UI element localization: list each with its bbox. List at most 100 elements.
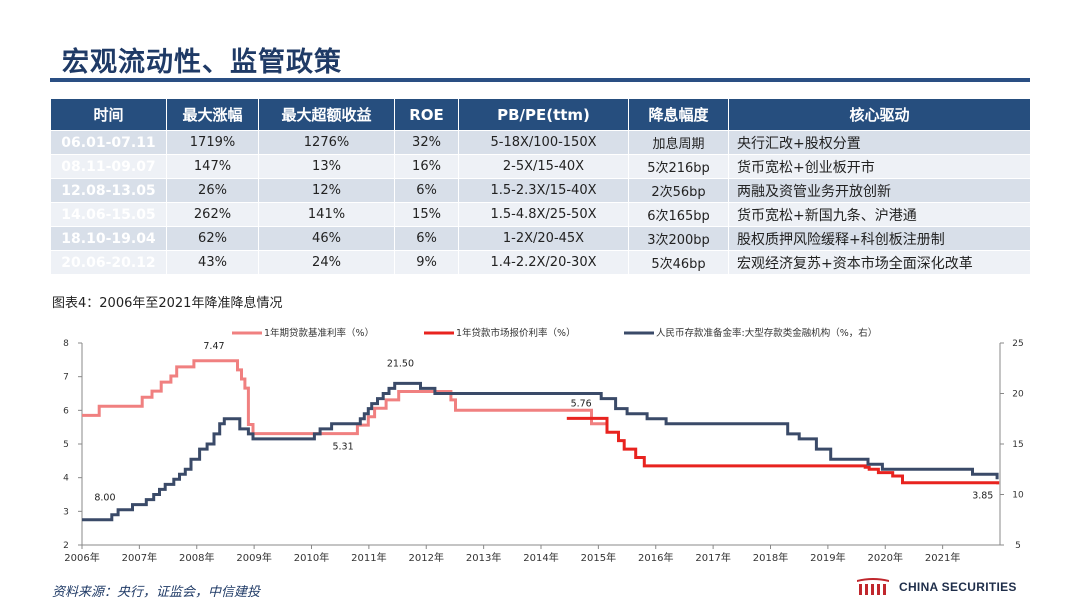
table-header-cell: 降息幅度	[628, 98, 729, 131]
table-cell: 1719%	[166, 130, 259, 155]
table-cell: 1.5-4.8X/25-50X	[458, 202, 629, 227]
market-cycle-table: 时间 最大涨幅 最大超额收益 ROE PB/PE(ttm) 降息幅度 核心驱动 06.01-…	[50, 98, 1031, 275]
table-header-cell: 最大超额收益	[258, 98, 395, 131]
table-cell: 货币宽松+新国九条、沪港通	[728, 202, 1031, 227]
legend-label: 1年期贷款基准利率（%）	[264, 327, 374, 339]
period-cell: 20.06-20.12	[50, 250, 167, 275]
table-body: 06.01-07.11 1719% 1276% 32% 5-18X/100-150X 加息…	[50, 130, 1031, 275]
title-divider	[50, 78, 1030, 82]
table-header-cell: PB/PE(ttm)	[458, 98, 629, 131]
left-tick-label: 6	[63, 406, 69, 416]
right-tick-label: 5	[1015, 541, 1021, 551]
series-line-2	[82, 381, 999, 522]
table-cell: 26%	[166, 178, 259, 203]
table-cell: 货币宽松+创业板开市	[728, 154, 1031, 179]
table-cell: 46%	[258, 226, 395, 251]
left-tick-label: 3	[63, 507, 69, 517]
table-cell: 5次216bp	[628, 154, 729, 179]
x-tick-label: 2006年	[64, 551, 99, 564]
table-cell: 股权质押风险缓释+科创板注册制	[728, 226, 1031, 251]
table-cell: 6%	[394, 226, 459, 251]
table-cell: 2次56bp	[628, 178, 729, 203]
right-tick-label: 10	[1012, 491, 1024, 501]
table-row: 18.10-19.04 62% 46% 6% 1-2X/20-45X 3次200bp 股权质…	[50, 226, 1031, 251]
china-securities-logo-icon	[857, 578, 889, 595]
x-tick-label: 2011年	[351, 551, 386, 564]
series-line-0	[82, 359, 607, 436]
right-tick-label: 20	[1012, 390, 1024, 400]
legend-label: 1年贷款市场报价利率（%）	[456, 327, 576, 339]
page-title: 宏观流动性、监管政策	[62, 47, 342, 78]
table-cell: 两融及资管业务开放创新	[728, 178, 1031, 203]
x-tick-label: 2018年	[753, 551, 788, 564]
table-cell: 3次200bp	[628, 226, 729, 251]
x-tick-label: 2014年	[523, 551, 558, 564]
table-cell: 5次46bp	[628, 250, 729, 275]
table-cell: 262%	[166, 202, 259, 227]
period-cell: 12.08-13.05	[50, 178, 167, 203]
x-tick-label: 2020年	[868, 551, 903, 564]
x-tick-label: 2012年	[409, 551, 444, 564]
table-cell: 央行汇改+股权分置	[728, 130, 1031, 155]
table-cell: 6次165bp	[628, 202, 729, 227]
table-header-cell: 时间	[50, 98, 167, 131]
table-cell: 62%	[166, 226, 259, 251]
table-header-cell: 最大涨幅	[166, 98, 259, 131]
table-cell: 1.4-2.2X/20-30X	[458, 250, 629, 275]
left-tick-label: 7	[63, 373, 69, 383]
left-tick-label: 5	[63, 440, 69, 450]
table-row: 20.06-20.12 43% 24% 9% 1.4-2.2X/20-30X 5次46bp…	[50, 250, 1031, 275]
table-cell: 1276%	[258, 130, 395, 155]
x-tick-label: 2009年	[236, 551, 271, 564]
legend-label: 人民币存款准备金率:大型存款类金融机构（%，右）	[656, 327, 877, 339]
x-tick-label: 2007年	[122, 551, 157, 564]
table-cell: 12%	[258, 178, 395, 203]
x-tick-label: 2015年	[581, 551, 616, 564]
data-label: 21.50	[387, 358, 414, 369]
figure-caption: 图表4：2006年至2021年降准降息情况	[52, 296, 283, 311]
left-tick-label: 8	[63, 339, 69, 349]
x-tick-label: 2021年	[925, 551, 960, 564]
period-cell: 14.06-15.05	[50, 202, 167, 227]
x-tick-label: 2010年	[294, 551, 329, 564]
table-cell: 13%	[258, 154, 395, 179]
source-note: 资料来源：央行，证监会，中信建投	[52, 585, 261, 600]
brand-logo: CHINA SECURITIES	[855, 577, 1017, 597]
table-cell: 1-2X/20-45X	[458, 226, 629, 251]
table-header-cell: ROE	[394, 98, 459, 131]
table-cell: 141%	[258, 202, 395, 227]
period-cell: 06.01-07.11	[50, 130, 167, 155]
table-cell: 6%	[394, 178, 459, 203]
table-cell: 1.5-2.3X/15-40X	[458, 178, 629, 203]
x-tick-label: 2016年	[638, 551, 673, 564]
data-label: 5.31	[332, 442, 353, 453]
table-cell: 2-5X/15-40X	[458, 154, 629, 179]
table-row: 12.08-13.05 26% 12% 6% 1.5-2.3X/15-40X 2次56bp…	[50, 178, 1031, 203]
x-tick-label: 2019年	[810, 551, 845, 564]
rate-chart: 2 3 4 5 6 7 8 5 10 15 20 25 2006年 2007年 2008年 2009年 2010…	[63, 327, 1024, 564]
data-label: 8.00	[94, 493, 115, 504]
data-label: 7.47	[203, 341, 224, 352]
period-cell: 18.10-19.04	[50, 226, 167, 251]
x-tick-label: 2013年	[466, 551, 501, 564]
table-cell: 加息周期	[628, 130, 729, 155]
table-row: 08.11-09.07 147% 13% 16% 2-5X/15-40X 5次216bp 货…	[50, 154, 1031, 179]
table-cell: 32%	[394, 130, 459, 155]
table-cell: 宏观经济复苏+资本市场全面深化改革	[728, 250, 1031, 275]
period-cell: 08.11-09.07	[50, 154, 167, 179]
table-row: 06.01-07.11 1719% 1276% 32% 5-18X/100-150X 加息…	[50, 130, 1031, 155]
data-label: 3.85	[972, 491, 993, 502]
series-line-1	[566, 416, 1000, 485]
table-cell: 9%	[394, 250, 459, 275]
table-row: 14.06-15.05 262% 141% 15% 1.5-4.8X/25-50X 6次1…	[50, 202, 1031, 227]
table-cell: 43%	[166, 250, 259, 275]
data-label: 5.76	[571, 398, 592, 409]
table-cell: 15%	[394, 202, 459, 227]
table-cell: 147%	[166, 154, 259, 179]
right-tick-label: 15	[1012, 440, 1023, 450]
table-header-row: 时间 最大涨幅 最大超额收益 ROE PB/PE(ttm) 降息幅度 核心驱动	[50, 98, 1031, 131]
brand-name: CHINA SECURITIES	[899, 580, 1017, 594]
x-tick-label: 2017年	[695, 551, 730, 564]
left-tick-label: 4	[63, 474, 69, 484]
table-cell: 16%	[394, 154, 459, 179]
